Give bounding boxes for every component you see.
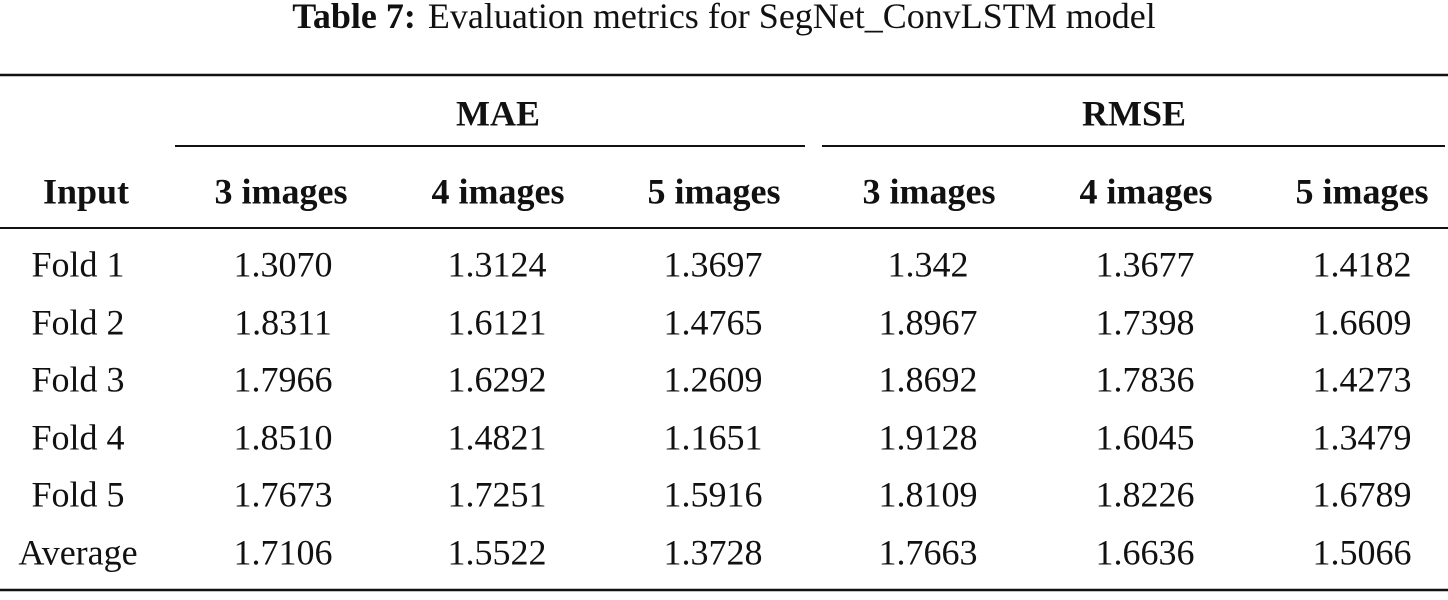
cell: 1.7106	[234, 532, 333, 572]
cell: 1.6789	[1313, 474, 1412, 514]
cell: 1.5916	[664, 474, 763, 514]
column-header: 3 images	[215, 171, 348, 211]
cell: 1.5066	[1313, 532, 1412, 572]
cell: 1.6292	[448, 359, 547, 399]
cell: 1.8311	[234, 302, 332, 342]
cell: 1.6609	[1313, 302, 1412, 342]
column-header: 5 images	[648, 171, 781, 211]
cell: 1.1651	[664, 417, 763, 457]
cell: 1.6121	[448, 302, 547, 342]
column-header: 4 images	[432, 171, 565, 211]
cell: 1.342	[888, 244, 969, 284]
cell: 1.9128	[879, 417, 978, 457]
cell: 1.8510	[234, 417, 333, 457]
column-header: 5 images	[1296, 171, 1429, 211]
cell: 1.7966	[234, 359, 333, 399]
cell: 1.4182	[1313, 244, 1412, 284]
cell: 1.3479	[1313, 417, 1412, 457]
cell: 1.4821	[448, 417, 547, 457]
table-caption: Table 7: Evaluation metrics for SegNet_Co…	[292, 0, 1156, 36]
cell: 1.7251	[448, 474, 547, 514]
cell: 1.6636	[1096, 532, 1195, 572]
cell: 1.3697	[664, 244, 763, 284]
cell: 1.8967	[879, 302, 978, 342]
cell: 1.2609	[664, 359, 763, 399]
cell: 1.4273	[1313, 359, 1412, 399]
cell: 1.3070	[234, 244, 333, 284]
cell: 1.8109	[879, 474, 978, 514]
row-label: Fold 1	[31, 244, 124, 284]
column-header: 4 images	[1080, 171, 1213, 211]
cell: 1.3728	[664, 532, 763, 572]
cell: 1.6045	[1096, 417, 1195, 457]
cell: 1.4765	[664, 302, 763, 342]
row-label: Average	[18, 532, 137, 572]
cell: 1.3124	[448, 244, 547, 284]
cell: 1.5522	[448, 532, 547, 572]
group-header: RMSE	[1082, 93, 1186, 133]
caption-label: Table 7:	[292, 0, 416, 36]
caption-text: Evaluation metrics for SegNet_ConvLSTM m…	[428, 0, 1156, 36]
cell: 1.7836	[1096, 359, 1195, 399]
cell: 1.7663	[879, 532, 978, 572]
cell: 1.8226	[1096, 474, 1195, 514]
column-header: Input	[43, 171, 129, 211]
group-header: MAE	[456, 93, 540, 133]
cell: 1.3677	[1096, 244, 1195, 284]
cell: 1.7673	[234, 474, 333, 514]
cell: 1.8692	[879, 359, 978, 399]
row-label: Fold 2	[31, 302, 124, 342]
cell: 1.7398	[1096, 302, 1195, 342]
row-label: Fold 4	[31, 417, 124, 457]
row-label: Fold 5	[31, 474, 124, 514]
column-header: 3 images	[863, 171, 996, 211]
row-label: Fold 3	[31, 359, 124, 399]
